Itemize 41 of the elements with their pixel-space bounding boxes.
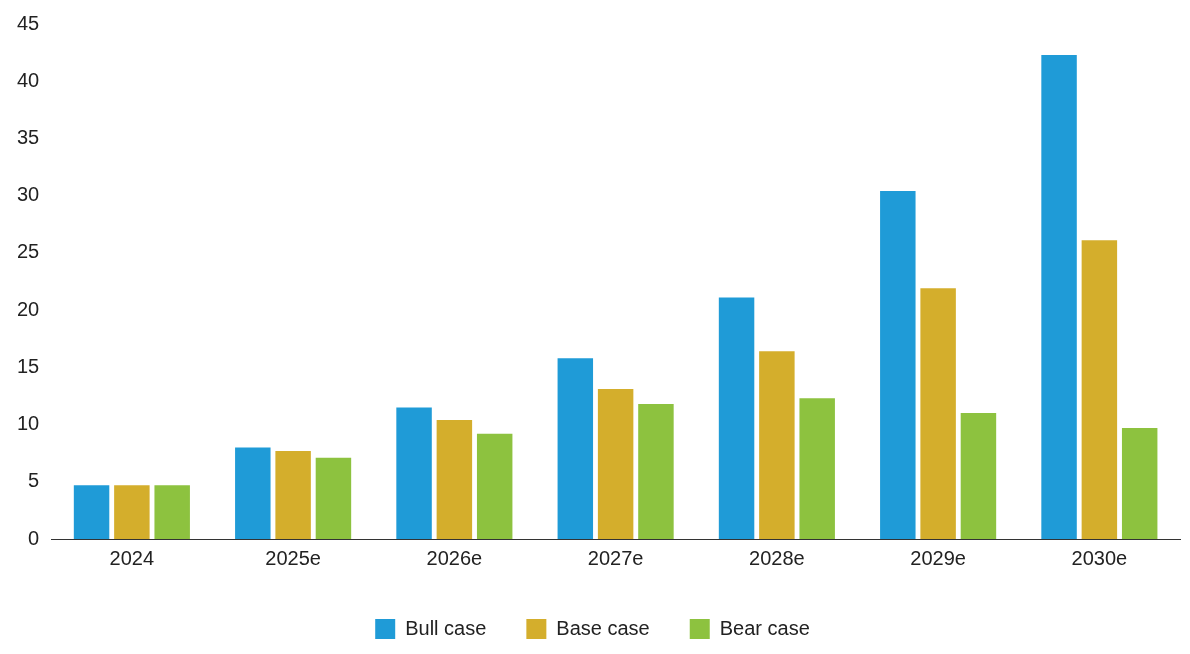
bar (476, 433, 513, 539)
x-tick-label: 2030e (1071, 546, 1128, 569)
bar (1041, 54, 1077, 539)
y-tick-label: 20 (17, 297, 40, 320)
x-tick-label: 2024 (109, 546, 155, 569)
bar (597, 389, 634, 539)
bar (436, 419, 473, 539)
bar (275, 450, 311, 539)
bar (557, 358, 594, 539)
x-tick-label: 2028e (749, 546, 805, 569)
bar (960, 413, 997, 539)
bar (638, 403, 674, 539)
bar (154, 485, 190, 539)
bar (396, 407, 432, 539)
y-tick-label: 35 (17, 125, 40, 148)
y-tick-label: 5 (28, 469, 40, 492)
x-tick-label: 2026e (426, 546, 483, 569)
bar (718, 297, 755, 539)
y-tick-label: 0 (28, 526, 40, 549)
legend-label: Bear case (719, 616, 810, 639)
bar (1121, 427, 1158, 539)
y-tick-label: 25 (17, 240, 40, 263)
bar (235, 447, 271, 539)
legend-label: Base case (556, 616, 650, 639)
bar (799, 398, 835, 539)
x-tick-label: 2025e (265, 546, 321, 569)
y-tick-label: 15 (17, 354, 40, 377)
bar (1081, 240, 1118, 539)
bar (759, 351, 795, 539)
y-tick-label: 30 (17, 183, 40, 206)
y-tick-label: 45 (17, 11, 40, 34)
bar (880, 191, 916, 539)
y-tick-label: 40 (17, 68, 40, 91)
y-tick-label: 10 (17, 412, 40, 435)
bar (920, 288, 956, 539)
bar (114, 485, 150, 539)
bar (73, 485, 110, 539)
x-tick-label: 2029e (910, 546, 966, 569)
x-tick-label: 2027e (587, 546, 644, 569)
bar (315, 457, 352, 539)
legend-label: Bull case (405, 616, 487, 639)
